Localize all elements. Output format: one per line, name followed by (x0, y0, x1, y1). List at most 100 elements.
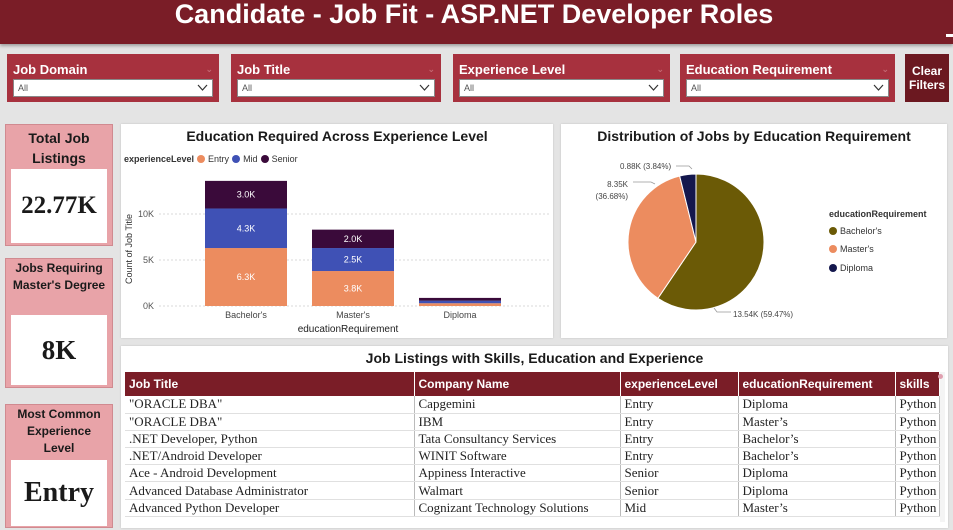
legend-label: Diploma (840, 263, 874, 273)
table-cell: Entry (620, 447, 739, 466)
x-axis-label: educationRequirement (298, 324, 399, 335)
slicer-job-domain: Job Domain ⌄ All (7, 54, 219, 102)
pie-label-bachelors: 13.54K (59.47%) (733, 310, 793, 319)
clear-filters-button[interactable]: Clear Filters (905, 54, 949, 102)
bar-legend: experienceLevel Entry Mid Senior (124, 154, 298, 164)
page-header: Candidate - Job Fit - ASP.NET Developer … (0, 0, 953, 44)
bar-segment-entry[interactable] (419, 303, 501, 306)
table-cell: Ace - Android Development (125, 464, 415, 483)
table-cell: IBM (414, 413, 621, 431)
table-cell: Python (895, 396, 940, 414)
table-cell: Diploma (738, 464, 896, 483)
kpi-title: Most Common Experience Level (17, 407, 101, 455)
table-cell: Entry (620, 396, 739, 414)
legend-label: Master's (840, 244, 874, 254)
kpi-value: Entry (11, 460, 107, 526)
scroll-indicator (938, 374, 943, 379)
table-cell: Bachelor’s (738, 430, 896, 449)
table-cell: Python (895, 430, 940, 449)
bar-data-label: 3.8K (344, 284, 363, 294)
table-row[interactable]: Advanced Python Developer Cognizant Techn… (125, 499, 940, 517)
bar-segment-mid[interactable] (312, 248, 394, 272)
column-header[interactable]: Job Title (125, 372, 415, 396)
chevron-down-icon (197, 84, 208, 91)
table-cell: Master’s (738, 499, 896, 517)
x-tick-label: Master's (336, 310, 370, 320)
bar-segment-senior[interactable] (312, 229, 394, 249)
collapse-icon[interactable]: ⌄ (881, 63, 889, 74)
bar-segment-mid[interactable] (419, 300, 501, 304)
pie-chart: 0.88K (3.84%) 8.35K (36.68%) 13.54K (59.47%… (596, 162, 794, 319)
kpi-masters-degree: Jobs Requiring Master's Degree 8K (5, 258, 113, 388)
bar-segment-entry[interactable] (205, 248, 287, 306)
experience-level-dropdown[interactable]: All (459, 79, 664, 97)
bar-segment-mid[interactable] (205, 208, 287, 249)
legend-label-mid: Mid (243, 154, 258, 164)
pie-chart-panel: Distribution of Jobs by Education Requir… (561, 124, 947, 338)
table-row[interactable]: "ORACLE DBA" Capgemini Entry Diploma Python (125, 396, 940, 414)
slicer-education-requirement: Education Requirement ⌄ All (680, 54, 895, 102)
edge-marker (946, 34, 953, 37)
table-cell: .NET Developer, Python (125, 430, 415, 449)
table-row[interactable]: Ace - Android Development Appiness Intera… (125, 464, 940, 483)
column-header[interactable]: experienceLevel (620, 372, 739, 396)
table-row[interactable]: .NET/Android Developer WINIT Software Entr… (125, 447, 940, 466)
bar-data-label: 2.5K (344, 255, 363, 265)
x-tick-label: Diploma (443, 310, 476, 320)
pie-legend-title: educationRequirement (829, 209, 927, 219)
table-cell: Python (895, 413, 940, 431)
pie-legend-masters: Master's (829, 244, 874, 254)
legend-dot (829, 264, 837, 272)
y-tick-label: 10K (138, 209, 154, 219)
pie-label-masters-line1: 8.35K (607, 180, 629, 189)
slicer-title: Job Title (237, 61, 291, 77)
education-requirement-dropdown[interactable]: All (686, 79, 889, 97)
table-cell: Bachelor’s (738, 447, 896, 466)
legend-title: experienceLevel (124, 154, 195, 164)
collapse-icon[interactable]: ⌄ (427, 63, 435, 74)
table-cell: Entry (620, 413, 739, 431)
table-cell: Appiness Interactive (414, 464, 621, 483)
table-cell: Python (895, 447, 940, 466)
job-title-dropdown[interactable]: All (237, 79, 435, 97)
bar-segment-entry[interactable] (312, 271, 394, 306)
x-tick-label: Bachelor's (225, 310, 267, 320)
table-cell: Senior (620, 481, 739, 500)
table-cell: WINIT Software (414, 447, 621, 466)
chevron-down-icon (873, 84, 884, 91)
bar-segment-senior[interactable] (205, 180, 287, 209)
column-header[interactable]: skills (895, 372, 940, 396)
pie-slice-masters[interactable] (627, 175, 697, 300)
table-cell: Walmart (414, 481, 621, 500)
column-header[interactable]: Company Name (414, 372, 621, 396)
bar-chart-panel: Education Required Across Experience Lev… (121, 124, 553, 338)
collapse-icon[interactable]: ⌄ (205, 63, 213, 74)
legend-dot (829, 245, 837, 253)
legend-label-senior: Senior (271, 154, 298, 164)
bar-chart: Count of Job Title educationRequirement … (124, 180, 549, 335)
table-scrollbar[interactable] (940, 372, 945, 522)
column-header[interactable]: educationRequirement (738, 372, 896, 396)
table-cell: Advanced Python Developer (125, 499, 415, 517)
table-cell: Senior (620, 464, 739, 483)
table-row[interactable]: .NET Developer, Python Tata Consultancy S… (125, 430, 940, 449)
slicer-job-title: Job Title ⌄ All (231, 54, 441, 102)
table-cell: Capgemini (414, 396, 621, 414)
pie-slice-diploma[interactable] (679, 173, 697, 243)
collapse-icon[interactable]: ⌄ (656, 63, 664, 74)
legend-label: Bachelor's (840, 226, 882, 236)
pie-label-masters-line2: (36.68%) (596, 192, 629, 201)
table-cell: Entry (620, 430, 739, 449)
table-cell: "ORACLE DBA" (125, 413, 415, 431)
pie-slice-bachelors[interactable] (657, 173, 765, 311)
table-cell: Diploma (738, 396, 896, 414)
dropdown-value: All (691, 83, 702, 93)
table-row[interactable]: Advanced Database Administrator Walmart Se… (125, 481, 940, 500)
bar-segment-senior[interactable] (419, 297, 501, 301)
job-domain-dropdown[interactable]: All (13, 79, 213, 97)
legend-dot-mid (232, 155, 241, 163)
table-cell: Diploma (738, 481, 896, 500)
slicer-title: Job Domain (13, 61, 88, 77)
table-row[interactable]: "ORACLE DBA" IBM Entry Master’s Python (125, 413, 940, 431)
table-cell: Tata Consultancy Services (414, 430, 621, 449)
